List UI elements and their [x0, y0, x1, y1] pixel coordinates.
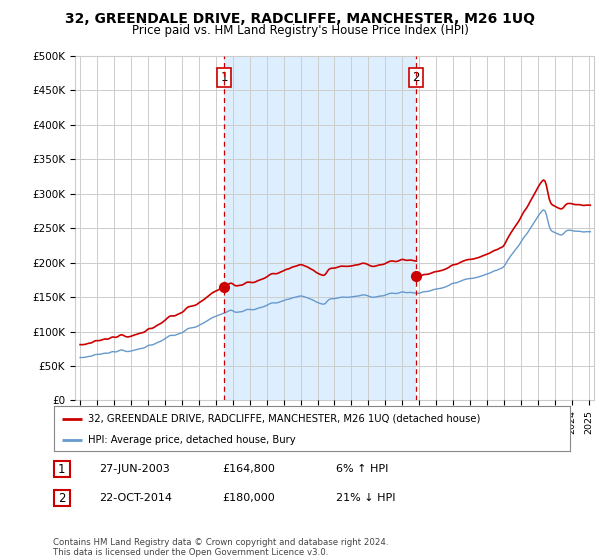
- Text: HPI: Average price, detached house, Bury: HPI: Average price, detached house, Bury: [88, 435, 295, 445]
- Text: Price paid vs. HM Land Registry's House Price Index (HPI): Price paid vs. HM Land Registry's House …: [131, 24, 469, 36]
- FancyBboxPatch shape: [54, 461, 70, 477]
- Text: 1: 1: [58, 463, 65, 476]
- Text: 21% ↓ HPI: 21% ↓ HPI: [336, 493, 395, 503]
- Text: 27-JUN-2003: 27-JUN-2003: [99, 464, 170, 474]
- Text: Contains HM Land Registry data © Crown copyright and database right 2024.
This d: Contains HM Land Registry data © Crown c…: [53, 538, 388, 557]
- FancyBboxPatch shape: [54, 491, 70, 506]
- Text: 6% ↑ HPI: 6% ↑ HPI: [336, 464, 388, 474]
- Text: 2: 2: [58, 492, 65, 505]
- Text: 32, GREENDALE DRIVE, RADCLIFFE, MANCHESTER, M26 1UQ (detached house): 32, GREENDALE DRIVE, RADCLIFFE, MANCHEST…: [88, 413, 480, 423]
- Text: 1: 1: [220, 71, 228, 84]
- Text: 32, GREENDALE DRIVE, RADCLIFFE, MANCHESTER, M26 1UQ: 32, GREENDALE DRIVE, RADCLIFFE, MANCHEST…: [65, 12, 535, 26]
- Text: £164,800: £164,800: [222, 464, 275, 474]
- Text: 2: 2: [412, 71, 420, 84]
- Bar: [224, 56, 416, 400]
- Text: £180,000: £180,000: [222, 493, 275, 503]
- Text: 22-OCT-2014: 22-OCT-2014: [99, 493, 172, 503]
